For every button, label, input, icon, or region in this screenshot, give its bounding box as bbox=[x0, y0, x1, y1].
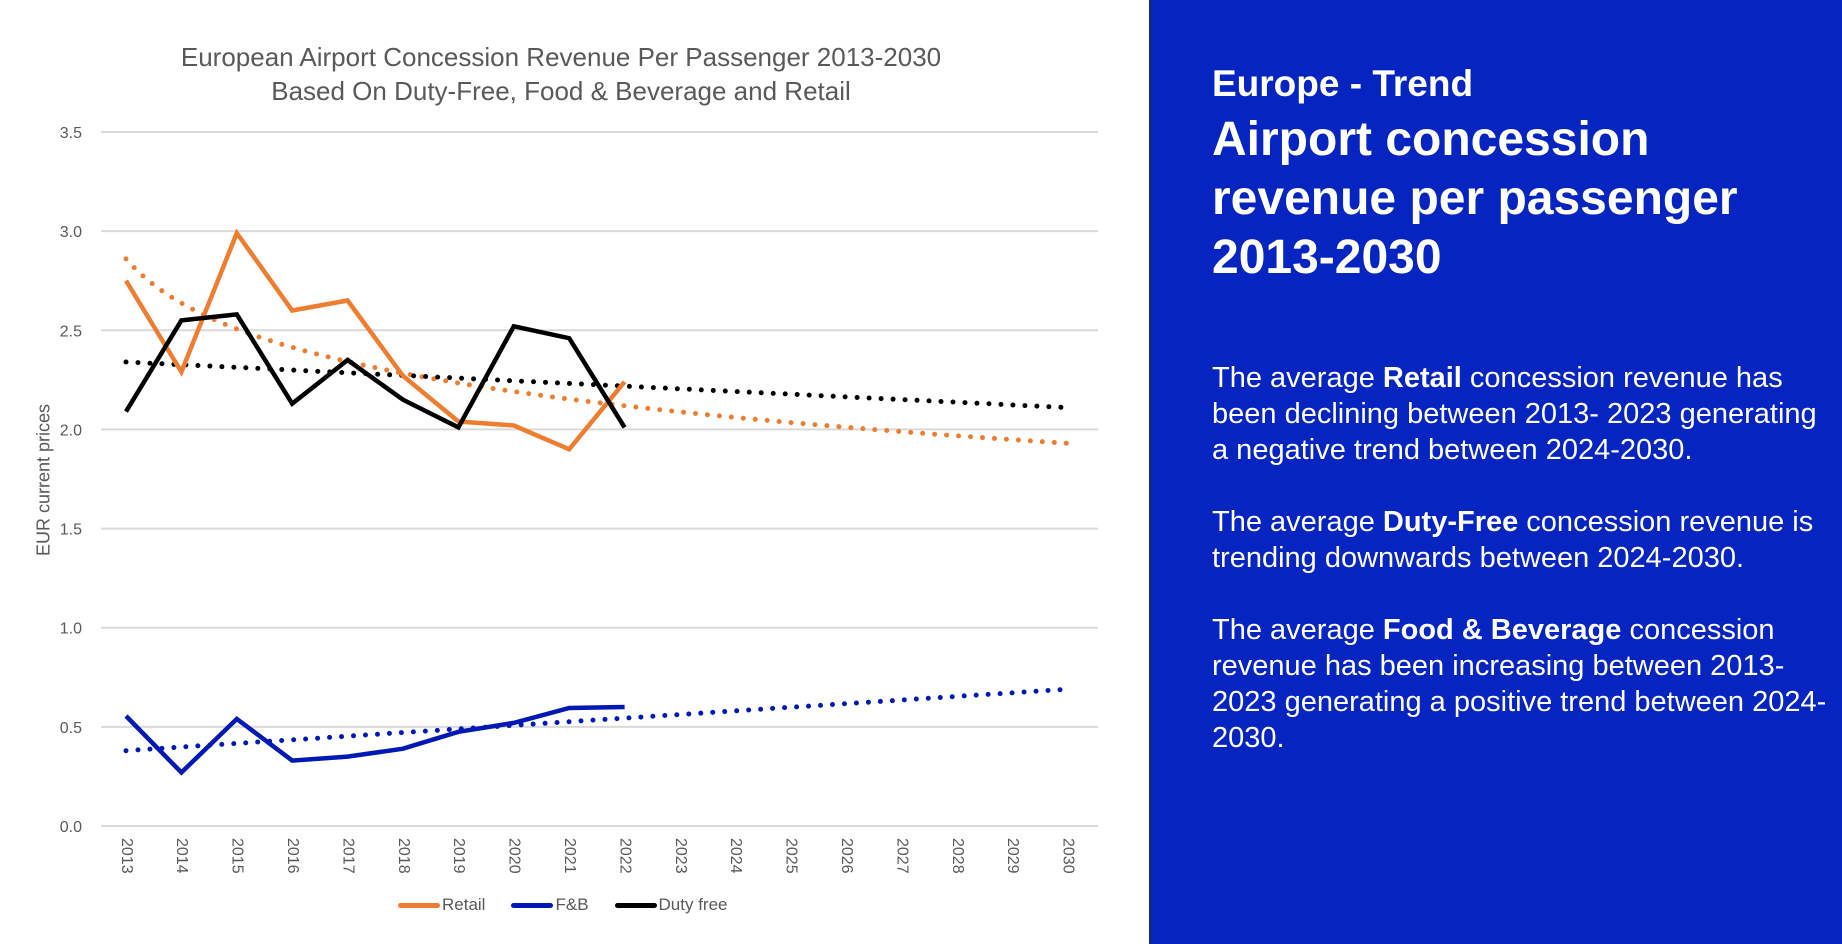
para-bold-duty-free: Duty-Free bbox=[1382, 506, 1519, 538]
para-bold-food-beverage: Food & Beverage bbox=[1382, 614, 1622, 646]
paragraph-food-beverage: The average Food & Beverage concession r… bbox=[1212, 612, 1837, 756]
trendlines bbox=[123, 256, 1071, 754]
x-tick-label: 2028 bbox=[949, 838, 966, 874]
y-tick-label: 3.5 bbox=[60, 125, 82, 142]
y-tick-label: 3.0 bbox=[60, 224, 82, 241]
chart-title-line: European Airport Concession Revenue Per … bbox=[180, 42, 942, 72]
gridlines bbox=[101, 131, 1098, 827]
trendline-retail bbox=[123, 256, 1071, 446]
y-tick-label: 2.0 bbox=[60, 422, 82, 439]
x-tick-label: 2014 bbox=[173, 838, 190, 874]
para-text: The average bbox=[1212, 506, 1383, 538]
x-tick-label: 2030 bbox=[1060, 838, 1077, 874]
trendline-duty-free bbox=[123, 359, 1071, 411]
x-tick-label: 2024 bbox=[727, 838, 744, 874]
paragraph-retail: The average Retail concession revenue ha… bbox=[1212, 360, 1837, 468]
chart-subtitle: Based On Duty-Free, Food & Beverage and … bbox=[271, 76, 851, 106]
x-tick-label: 2016 bbox=[284, 838, 301, 874]
x-tick-label: 2025 bbox=[783, 838, 800, 874]
chart-title: European Airport Concession Revenue Per … bbox=[0, 40, 1122, 108]
line-chart: 0.00.51.01.52.02.53.03.5 2013 2014 2015 201… bbox=[60, 125, 1098, 874]
legend: Retail F&B Duty free bbox=[398, 895, 754, 915]
trendline-f-b bbox=[123, 686, 1071, 754]
legend-item-retail[interactable]: Retail bbox=[398, 895, 485, 915]
y-tick-label: 0.5 bbox=[60, 720, 82, 737]
x-tick-label: 2021 bbox=[561, 838, 578, 874]
x-tick-label: 2027 bbox=[893, 838, 910, 874]
paragraph-duty-free: The average Duty-Free concession revenue… bbox=[1212, 504, 1837, 576]
y-tick-label: 2.5 bbox=[60, 323, 82, 340]
legend-swatch-fb bbox=[511, 902, 554, 908]
x-tick-label: 2015 bbox=[229, 838, 246, 874]
para-text: concession revenue has been declining be… bbox=[1212, 362, 1817, 466]
series-line-duty-free bbox=[124, 312, 627, 431]
x-tick-label: 2017 bbox=[339, 838, 356, 874]
y-tick-label: 1.0 bbox=[60, 621, 82, 638]
y-tick-label: 0.0 bbox=[60, 819, 82, 836]
summary-panel: Europe - Trend Airport concession revenu… bbox=[1149, 0, 1842, 944]
legend-swatch-retail bbox=[398, 902, 440, 908]
x-tick-label: 2029 bbox=[1004, 838, 1021, 874]
para-text: concession revenue has been increasing b… bbox=[1212, 614, 1827, 754]
para-bold-retail: Retail bbox=[1382, 362, 1462, 394]
legend-item-duty-free[interactable]: Duty free bbox=[614, 895, 728, 915]
legend-label-duty-free: Duty free bbox=[658, 895, 728, 914]
x-tick-label: 2018 bbox=[395, 838, 412, 874]
legend-item-fb[interactable]: F&B bbox=[511, 895, 589, 915]
x-tick-label: 2026 bbox=[838, 838, 855, 874]
y-tick-labels: 0.0 0.5 1.0 1.5 2.0 2.5 3.0 3.5 bbox=[60, 125, 82, 836]
para-text: The average bbox=[1212, 362, 1383, 394]
x-tick-label: 2020 bbox=[506, 838, 523, 874]
x-tick-label: 2022 bbox=[616, 838, 633, 874]
panel-kicker: Europe - Trend bbox=[1212, 63, 1474, 104]
x-tick-label: 2023 bbox=[672, 838, 689, 874]
y-tick-label: 1.5 bbox=[60, 522, 82, 539]
series-line-retail bbox=[124, 228, 627, 453]
series-lines bbox=[124, 228, 627, 776]
series-line-f-b bbox=[124, 704, 625, 776]
legend-label-retail: Retail bbox=[442, 895, 486, 914]
para-text: The average bbox=[1212, 614, 1383, 646]
x-tick-label: 2019 bbox=[450, 838, 467, 874]
chart-area: European Airport Concession Revenue Per … bbox=[0, 40, 1122, 915]
panel-paragraphs: The average Retail concession revenue ha… bbox=[1212, 360, 1837, 792]
x-tick-label: 2013 bbox=[118, 838, 135, 874]
x-tick-labels: 2013 2014 2015 2016 2017 2018 2019 2020 2021 2022… bbox=[118, 838, 1077, 874]
panel-title: Airport concession revenue per passenger… bbox=[1212, 113, 1738, 284]
legend-label-fb: F&B bbox=[555, 895, 589, 914]
legend-swatch-duty-free bbox=[614, 902, 657, 908]
para-text: concession revenue is trending downwards… bbox=[1212, 506, 1814, 574]
